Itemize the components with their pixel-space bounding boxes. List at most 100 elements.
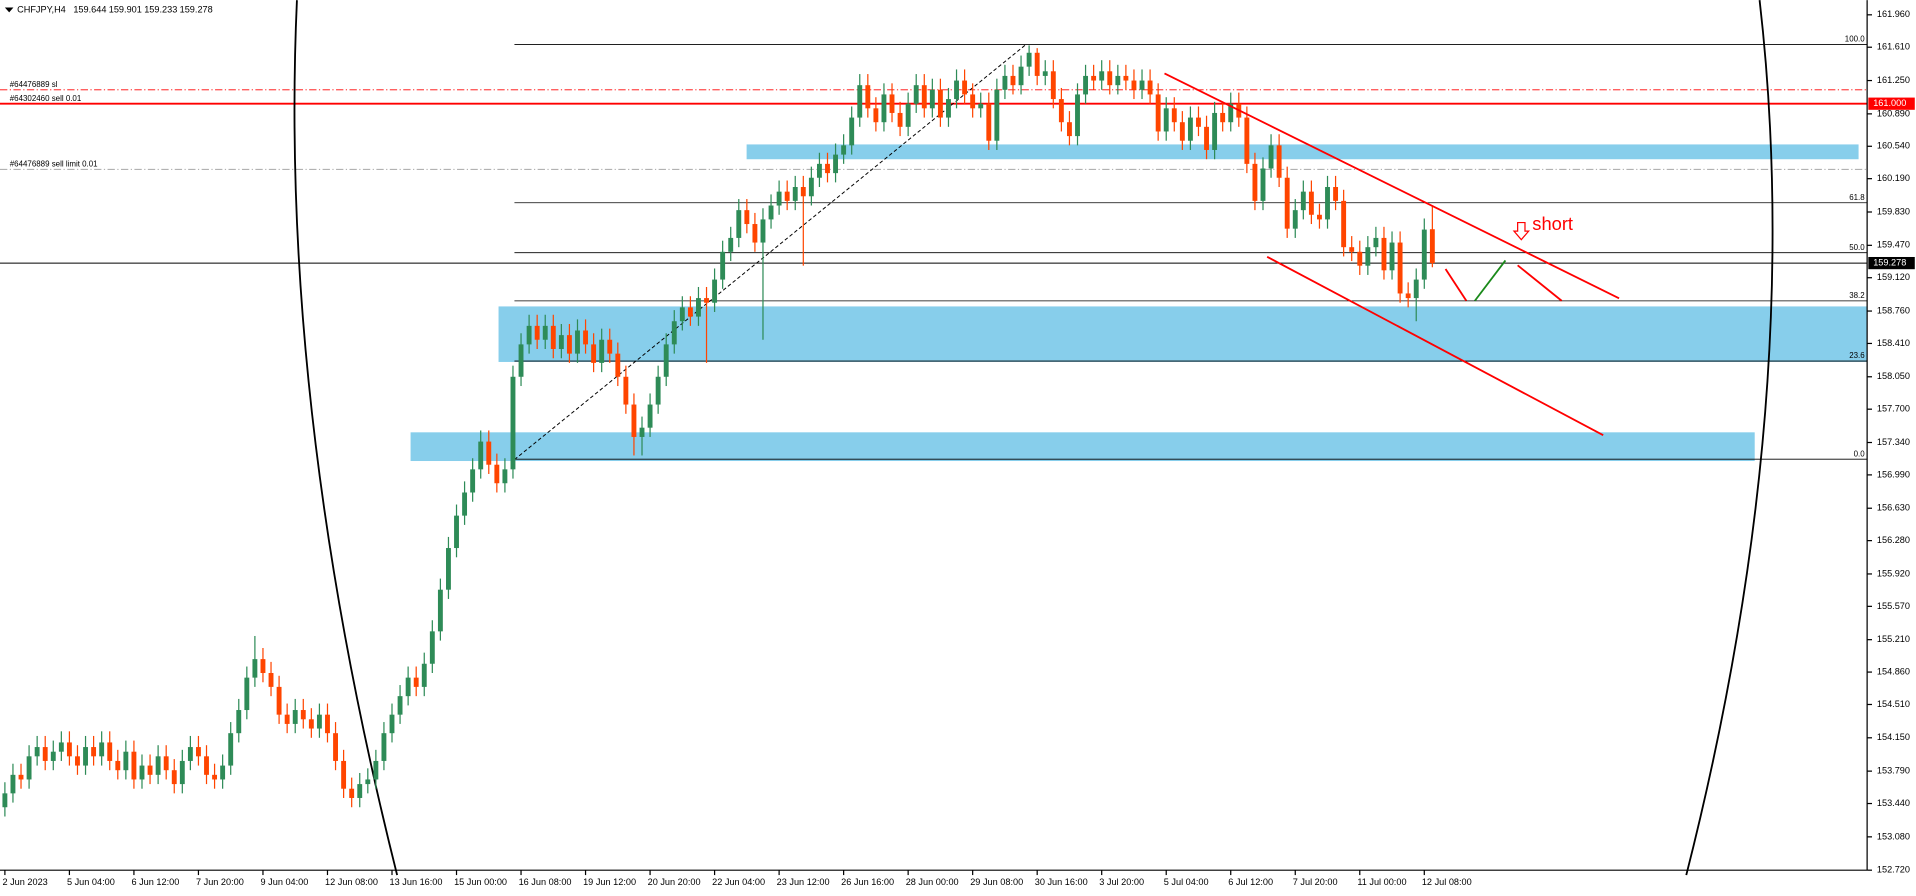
candle-body — [437, 589, 443, 632]
candle-body — [1357, 251, 1363, 266]
candle-body — [937, 89, 943, 118]
candle-body — [1155, 94, 1161, 132]
x-tick-label: 3 Jul 20:00 — [1099, 877, 1144, 887]
x-tick-label: 19 Jun 12:00 — [583, 877, 636, 887]
candle-body — [736, 210, 742, 238]
candle-body — [1083, 75, 1089, 95]
candle-body — [58, 742, 64, 752]
candle-body — [26, 756, 32, 780]
candle-body — [1276, 145, 1282, 178]
trendline — [1164, 72, 1620, 300]
candle-body — [1163, 108, 1169, 132]
levels: 100.0 61.8 50.0 38.2 23.6 0.0 #64476889 sl #643… — [0, 35, 1868, 460]
candle-body — [1268, 145, 1274, 169]
x-tick-label: 5 Jun 04:00 — [67, 877, 115, 887]
down-arrow-icon — [1512, 221, 1530, 241]
candle-body — [623, 376, 629, 405]
candle-body — [526, 325, 532, 345]
candle-body — [179, 760, 185, 785]
candle-body — [679, 307, 685, 322]
candle-body — [268, 673, 274, 687]
candle-body — [1010, 75, 1016, 86]
zone — [746, 144, 1859, 160]
candle-body — [1139, 80, 1145, 90]
candle-body — [333, 733, 338, 761]
candle-body — [220, 765, 226, 780]
candle-body — [131, 751, 137, 780]
candle-body — [66, 742, 72, 757]
y-tick-label: 161.960 — [1877, 9, 1910, 19]
candle-body — [325, 714, 330, 734]
candle-body — [687, 307, 693, 317]
y-tick-label: 154.510 — [1877, 699, 1910, 709]
y-tick-label: 159.470 — [1877, 240, 1910, 250]
x-tick-label: 2 Jun 2023 — [2, 877, 47, 887]
candle-body — [946, 99, 951, 118]
projection-line — [1517, 264, 1563, 302]
candle-body — [889, 94, 895, 113]
candle-body — [228, 733, 234, 766]
candle-body — [405, 677, 411, 697]
candle-body — [10, 774, 16, 794]
y-tick-label: 157.340 — [1877, 437, 1910, 447]
y-tick-label: 160.540 — [1877, 141, 1910, 151]
candle-body — [542, 325, 548, 340]
x-tick-label: 13 Jun 16:00 — [390, 877, 443, 887]
candle-body — [429, 631, 435, 664]
candle-body — [357, 784, 363, 798]
candle-body — [1115, 75, 1121, 86]
candle-body — [655, 376, 661, 405]
candle-body — [1212, 112, 1218, 150]
candle-body — [373, 760, 379, 780]
candle-body — [300, 710, 306, 720]
candle-body — [720, 251, 726, 280]
candle-body — [970, 94, 976, 109]
x-tick-label: 6 Jul 12:00 — [1228, 877, 1273, 887]
x-tick-label: 22 Jun 04:00 — [712, 877, 765, 887]
y-tick-label: 157.700 — [1877, 404, 1910, 414]
candle-body — [99, 742, 105, 757]
zones — [410, 144, 1868, 462]
candle-body — [994, 89, 1000, 141]
candle-body — [462, 492, 468, 516]
x-tick-label: 12 Jun 08:00 — [325, 877, 378, 887]
candle-body — [865, 85, 871, 109]
candle-body — [413, 677, 419, 687]
candle-body — [1002, 75, 1008, 90]
x-tick-label: 12 Jul 08:00 — [1422, 877, 1472, 887]
candle-body — [768, 205, 774, 220]
candle-body — [1405, 293, 1411, 299]
candle-body — [1147, 80, 1153, 95]
candle-body — [1228, 103, 1234, 123]
candle-body — [518, 344, 524, 377]
candle-body — [75, 756, 80, 766]
candle-body — [204, 756, 209, 775]
candle-body — [381, 733, 387, 761]
y-tick-label: 153.790 — [1877, 766, 1910, 776]
candle-body — [566, 335, 572, 354]
candle-body — [954, 80, 959, 100]
candle-body — [212, 774, 218, 780]
candle-body — [663, 344, 669, 377]
candle-body — [316, 714, 322, 729]
candle-body — [913, 85, 919, 104]
candle-body — [365, 779, 371, 785]
trendline — [1266, 255, 1604, 436]
candle-body — [776, 191, 782, 206]
y-tick-label: 161.250 — [1877, 75, 1910, 85]
x-tick-label: 6 Jun 12:00 — [131, 877, 179, 887]
candles — [2, 45, 1435, 817]
candle-body — [841, 145, 847, 155]
candle-body — [599, 339, 605, 363]
candle-body — [1381, 237, 1387, 271]
candle-body — [744, 210, 750, 225]
candle-body — [849, 117, 855, 146]
candle-body — [1179, 122, 1185, 141]
candle-body — [252, 659, 258, 678]
candle-body — [244, 677, 250, 711]
y-tick-label: 160.190 — [1877, 173, 1910, 183]
candle-body — [833, 154, 839, 174]
fib-label: 61.8 — [1849, 193, 1865, 202]
current-price-label: 159.278 — [1873, 258, 1906, 268]
x-tick-label: 20 Jun 20:00 — [648, 877, 701, 887]
